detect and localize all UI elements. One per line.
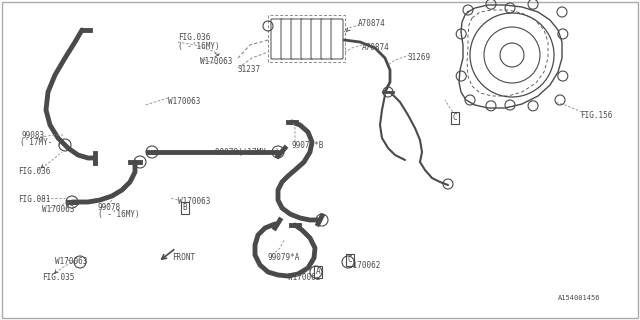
Text: FIG.156: FIG.156 [580,110,612,119]
Text: ( -'16MY): ( -'16MY) [178,42,220,51]
Text: 99078: 99078 [98,203,121,212]
Text: FIG.036: FIG.036 [18,167,51,177]
Text: 99079*A: 99079*A [268,253,300,262]
Text: ( -'16MY): ( -'16MY) [98,211,140,220]
FancyBboxPatch shape [271,19,283,59]
FancyBboxPatch shape [311,19,323,59]
Text: B: B [276,45,280,54]
Text: W170063: W170063 [178,197,211,206]
Text: 31237: 31237 [238,66,261,75]
FancyBboxPatch shape [301,19,313,59]
Text: 31269: 31269 [408,53,431,62]
Text: W170063: W170063 [168,98,200,107]
Text: W170063: W170063 [42,205,74,214]
Text: W170062: W170062 [348,260,380,269]
Text: A: A [290,26,294,35]
Text: 99078('17MY- ): 99078('17MY- ) [215,148,280,156]
Text: 99083: 99083 [22,131,45,140]
FancyBboxPatch shape [331,19,343,59]
Text: B: B [182,204,188,212]
Text: FIG.081: FIG.081 [18,196,51,204]
Text: ('17MY- ): ('17MY- ) [20,139,61,148]
Text: W170063: W170063 [55,258,88,267]
Text: W170063: W170063 [200,58,232,67]
Text: A70874: A70874 [362,44,390,52]
Text: A154001456: A154001456 [558,295,600,301]
Text: FIG.035: FIG.035 [42,274,74,283]
Text: 99079*B: 99079*B [292,140,324,149]
FancyBboxPatch shape [281,19,293,59]
Text: FIG.036: FIG.036 [178,34,211,43]
Text: A70874: A70874 [358,20,386,28]
FancyBboxPatch shape [291,19,303,59]
Text: FRONT: FRONT [172,253,195,262]
FancyBboxPatch shape [321,19,333,59]
Text: W170062: W170062 [288,274,321,283]
Text: A: A [316,268,320,276]
Text: C: C [348,255,352,265]
Text: C: C [452,114,458,123]
